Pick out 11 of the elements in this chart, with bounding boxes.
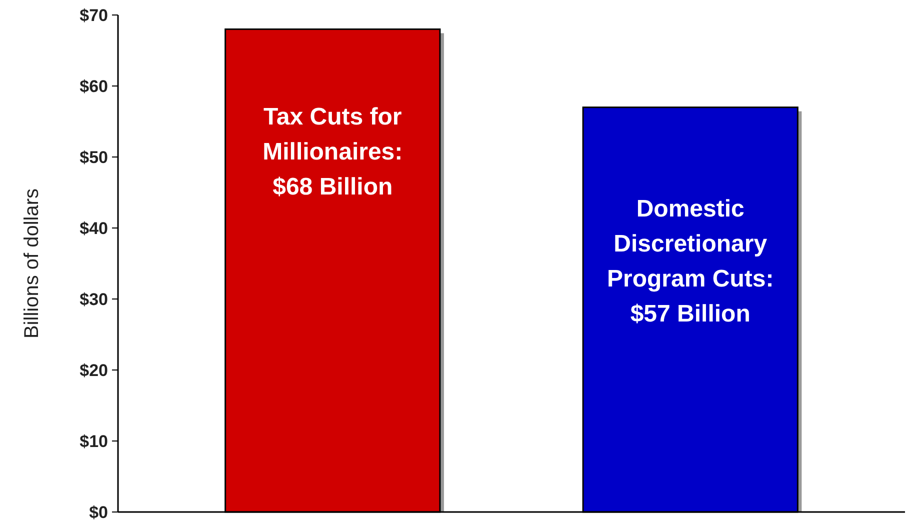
- y-tick-label: $60: [80, 76, 108, 96]
- y-tick-label: $70: [80, 6, 108, 25]
- y-tick-label: $40: [80, 218, 108, 238]
- y-tick-label: $0: [89, 502, 108, 522]
- annotation: Tax Cuts for Millionaires: $68 Billion: [262, 104, 403, 201]
- y-tick-label: $50: [80, 148, 108, 167]
- y-tick-label: $20: [80, 360, 108, 380]
- annotation: Domestic Discretionary Program Cuts: $57 Billion: [607, 196, 774, 328]
- y-axis-title: Billions of dollars: [21, 188, 43, 339]
- y-tick-label: $10: [80, 432, 108, 451]
- y-tick-label: $30: [80, 290, 108, 309]
